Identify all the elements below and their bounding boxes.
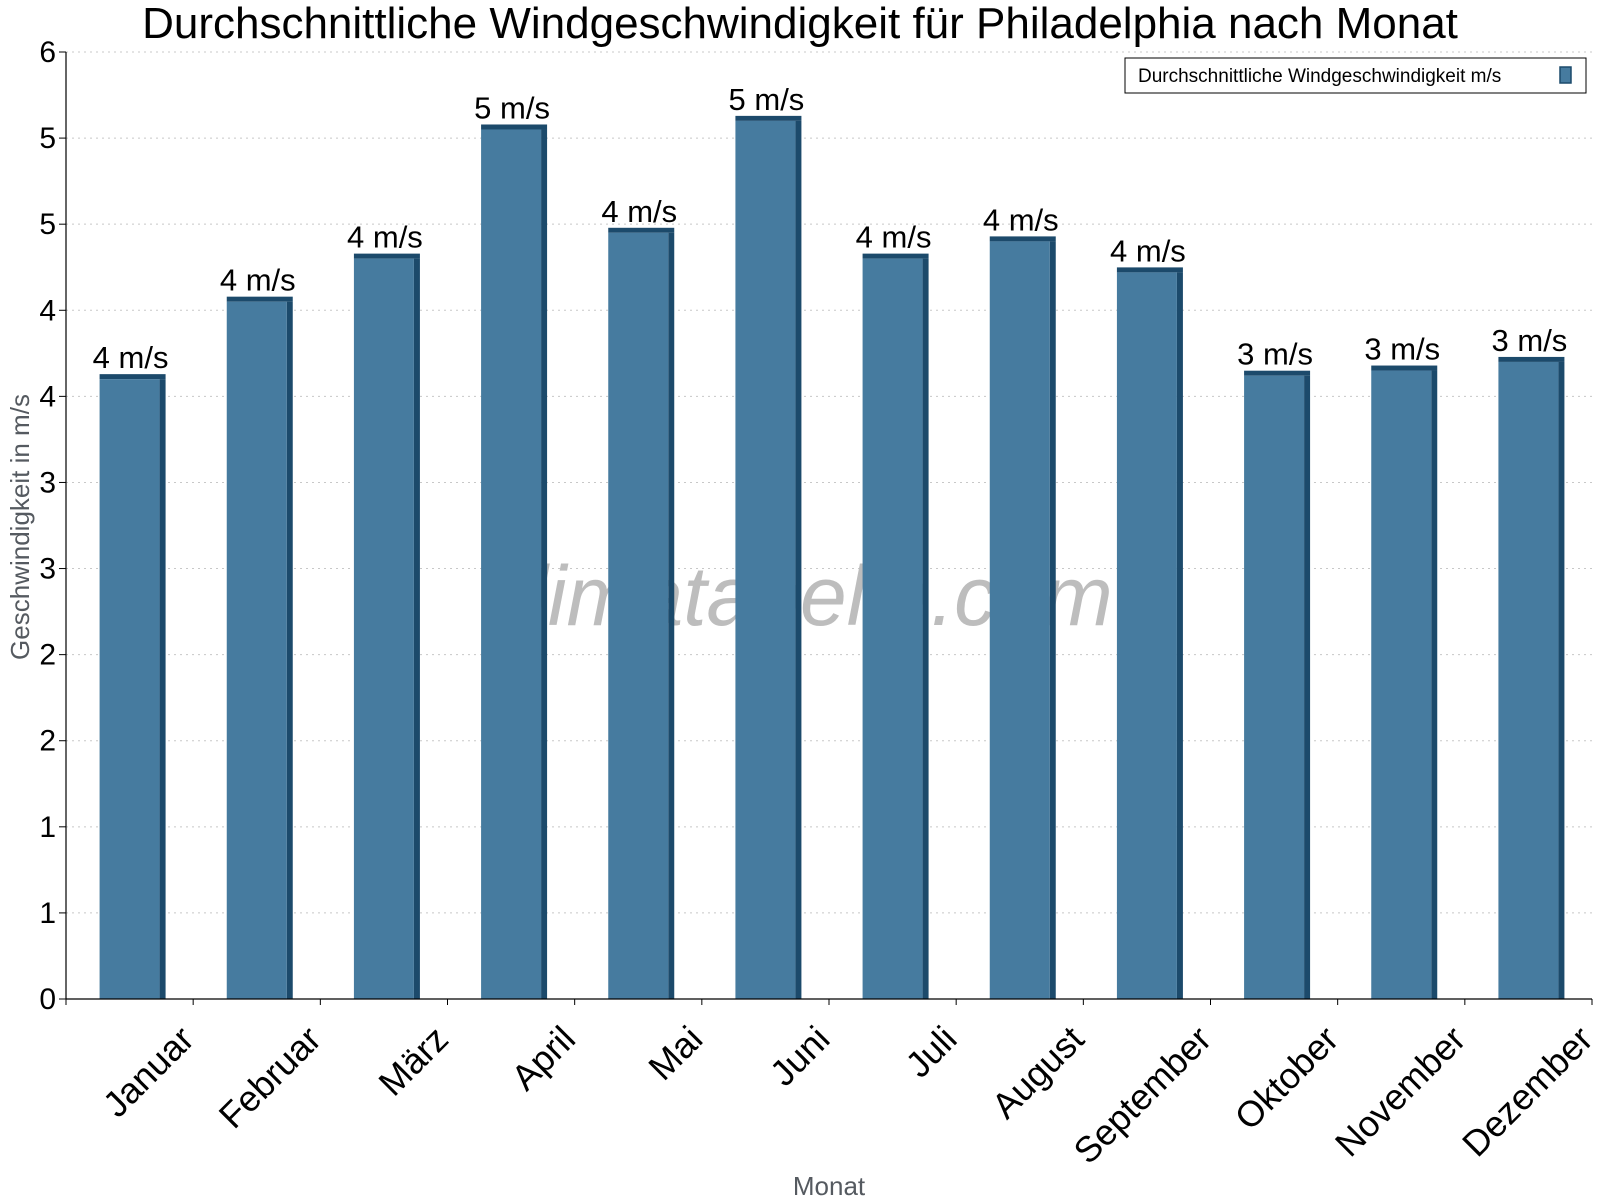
bar-side [1049,241,1056,999]
bars [99,115,1565,1000]
chart-title: Durchschnittliche Windgeschwindigkeit fü… [142,0,1458,48]
bar-top [862,253,929,259]
bar-side [159,379,166,999]
x-tick-label: August [984,1018,1092,1126]
x-tick-label: Juli [897,1018,964,1085]
y-tick-label: 4 [39,294,56,327]
legend-label: Durchschnittliche Windgeschwindigkeit m/… [1138,66,1501,87]
y-axis-title: Geschwindigkeit in m/s [5,394,35,660]
data-labels: 4 m/s 4 m/s 4 m/s 5 m/s 4 m/s 5 m/s 4 m/s 4 m/s… [93,82,1568,375]
bar [1244,375,1305,1000]
bar [99,379,160,999]
y-tick-label: 2 [39,725,56,758]
bar-side [541,129,548,999]
y-tick-label: 1 [39,811,56,844]
bar-top [353,253,420,259]
data-label: 4 m/s [1110,233,1186,268]
bar [989,241,1050,999]
y-tick-label: 3 [39,553,56,586]
bar-top [226,296,293,302]
y-tick-label: 4 [39,380,56,413]
bar [1498,361,1559,1000]
x-tick-label: Oktober [1227,1018,1347,1138]
legend: Durchschnittliche Windgeschwindigkeit m/… [1124,57,1587,94]
legend-swatch [1559,66,1572,84]
bar-top [1371,365,1438,371]
y-tick-label: 3 [39,466,56,499]
data-label: 4 m/s [601,194,677,229]
y-tick-label: 6 [39,36,56,69]
bar-top [1116,267,1183,273]
bar-top [608,227,675,233]
bar-top [481,124,548,130]
y-tick-label: 5 [39,122,56,155]
x-tick-label: März [370,1018,456,1104]
x-axis-title: Monat [793,1171,866,1200]
axes [59,51,1593,1005]
bar-side [1558,361,1565,1000]
data-label: 3 m/s [1492,323,1568,358]
x-tick-label: April [503,1018,583,1098]
x-tick-label: Mai [640,1018,710,1088]
y-tick-label: 1 [39,897,56,930]
bar-top [989,236,1056,242]
x-tick-label: Februar [211,1018,329,1136]
data-label: 4 m/s [93,340,169,375]
bar-top [1244,370,1311,376]
data-label: 4 m/s [856,220,932,255]
data-label: 4 m/s [983,202,1059,237]
legend-box [1124,57,1587,94]
data-label: 3 m/s [1237,337,1313,372]
x-tick-label: November [1327,1018,1473,1164]
bar [735,120,796,999]
bar [481,129,542,999]
x-tick-label: Dezember [1454,1018,1600,1164]
bar [1116,272,1177,1000]
bar-side [1431,370,1438,999]
data-label: 3 m/s [1364,332,1440,367]
bar-side [795,120,802,999]
bar [1371,370,1432,999]
bar-top [1498,356,1565,362]
bar-side [413,258,420,1000]
data-label: 5 m/s [729,82,805,117]
data-label: 4 m/s [347,220,423,255]
bar-top [99,374,166,380]
bar-side [1176,272,1183,1000]
bar-side [668,232,675,1000]
bar-side [286,301,293,999]
bar-top [735,115,802,121]
y-tick-label: 0 [39,983,56,1016]
x-tick-label: Juni [762,1018,838,1094]
data-label: 4 m/s [220,263,296,298]
bar-side [1304,375,1311,1000]
data-label: 5 m/s [474,90,550,125]
y-tick-label: 5 [39,208,56,241]
bar [608,232,669,1000]
y-tick-label: 2 [39,639,56,672]
bar [226,301,287,999]
bar-side [922,258,929,1000]
bar [353,258,414,1000]
x-tick-label: September [1065,1018,1219,1172]
x-tick-label: Januar [95,1018,202,1125]
gridlines [66,51,1592,914]
bar [862,258,923,1000]
